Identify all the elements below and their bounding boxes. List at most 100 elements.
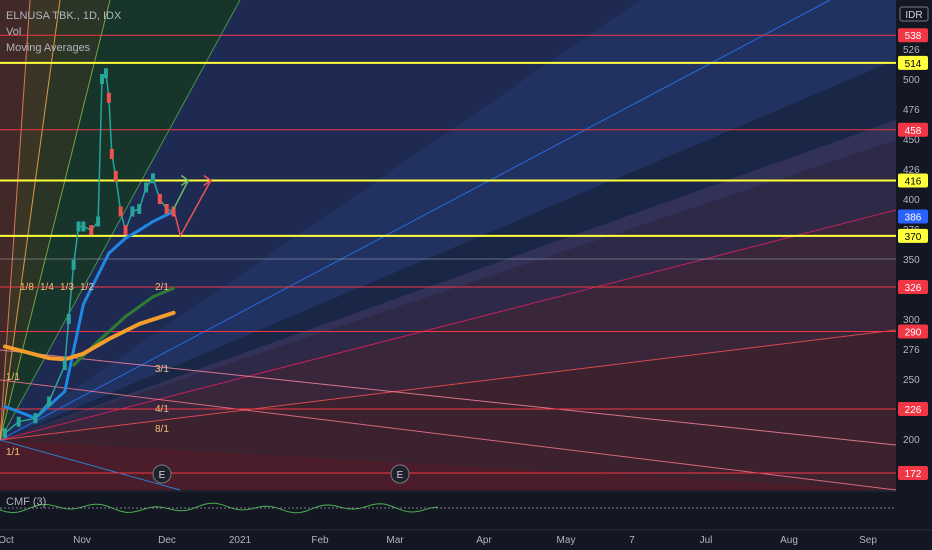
earnings-event-marker-0: E xyxy=(152,464,172,484)
candle xyxy=(123,225,128,236)
candle xyxy=(3,428,7,439)
badge-box xyxy=(898,209,928,224)
price-tick-400: 400 xyxy=(903,195,920,206)
candle xyxy=(144,182,149,193)
ma-line-long xyxy=(3,310,176,362)
date-tick-6: Apr xyxy=(476,535,492,546)
badge-value: 538 xyxy=(905,31,922,42)
date-tick-3: 2021 xyxy=(229,535,252,546)
candle xyxy=(100,74,105,84)
chart-legend: ELNUSA TBK., 1D, IDX Vol Moving Averages xyxy=(6,8,121,56)
candle xyxy=(109,149,114,159)
symbol-title[interactable]: ELNUSA TBK., 1D, IDX xyxy=(6,10,122,22)
gann-fan-line-9 xyxy=(0,439,181,491)
cmf-indicator-label[interactable]: CMF (3) xyxy=(6,496,47,508)
badge-value: 290 xyxy=(905,328,922,339)
cmf-pane xyxy=(0,491,896,529)
price-badge-538: 538 xyxy=(898,28,928,43)
price-badge-172: 172 xyxy=(898,466,928,480)
price-tick-250: 250 xyxy=(903,375,920,386)
projection-arrowhead-1 xyxy=(203,174,213,187)
candle xyxy=(164,204,169,214)
fan-label-6: 4/1 xyxy=(155,404,169,415)
badge-box xyxy=(898,466,928,480)
candle xyxy=(76,221,81,232)
badge-value: 458 xyxy=(905,126,922,137)
fan-label-2: 1/3 xyxy=(60,282,74,293)
candle xyxy=(137,204,142,214)
candle xyxy=(81,221,86,232)
candle xyxy=(16,416,21,427)
candle xyxy=(33,413,38,424)
price-badge-290: 290 xyxy=(898,324,928,339)
price-tick-526: 526 xyxy=(903,45,920,56)
fan-label-5: 3/1 xyxy=(155,364,169,375)
event-letter: E xyxy=(397,470,404,481)
fan-label-9: 1/1 xyxy=(6,372,20,383)
candle xyxy=(47,396,52,407)
event-letter: E xyxy=(159,470,166,481)
time-axis xyxy=(0,530,932,550)
badge-box xyxy=(898,280,928,294)
projection-path-1 xyxy=(172,180,212,238)
candle xyxy=(89,225,94,236)
gann-fan-line-8 xyxy=(0,349,897,446)
candle xyxy=(103,68,108,79)
currency-box xyxy=(899,6,929,22)
candle xyxy=(130,206,135,217)
fan-label-3: 1/2 xyxy=(80,282,94,293)
badge-box xyxy=(898,173,928,188)
currency-badge: IDR xyxy=(899,6,929,22)
projection-path-0 xyxy=(172,180,189,210)
fan-label-4: 2/1 xyxy=(155,282,169,293)
price-tick-426: 426 xyxy=(903,165,920,176)
candle xyxy=(96,216,101,227)
candle xyxy=(71,259,76,270)
earnings-event-marker-1: E xyxy=(390,464,410,484)
price-badge-386: 386 xyxy=(898,209,928,224)
volume-indicator-label[interactable]: Vol xyxy=(6,26,22,38)
price-tick-276: 276 xyxy=(903,345,920,356)
gann-fan-line-4 xyxy=(0,0,111,441)
badge-box xyxy=(898,228,928,243)
badge-value: 514 xyxy=(905,59,922,70)
gann-fan-zone-1 xyxy=(0,0,896,440)
cmf-line xyxy=(0,502,439,514)
price-tick-500: 500 xyxy=(903,75,920,86)
badge-value: 226 xyxy=(905,405,922,416)
candle xyxy=(150,173,155,184)
date-tick-9: Jul xyxy=(700,535,713,546)
currency-text: IDR xyxy=(905,10,922,21)
price-tick-200: 200 xyxy=(903,435,920,446)
candle xyxy=(62,360,67,371)
badge-value: 326 xyxy=(905,283,922,294)
gann-fan-zone-0 xyxy=(0,0,896,440)
event-circle xyxy=(152,464,172,484)
gann-fan-line-3 xyxy=(0,0,241,441)
price-tick-476: 476 xyxy=(903,105,920,116)
badge-value: 416 xyxy=(905,177,922,188)
price-badge-416: 416 xyxy=(898,173,928,188)
candle xyxy=(118,206,123,217)
date-tick-4: Feb xyxy=(311,535,329,546)
gann-fan-line-2 xyxy=(0,329,897,441)
badge-box xyxy=(898,324,928,339)
gann-fan-line-7 xyxy=(0,379,897,491)
gann-fan-line-5 xyxy=(0,0,61,441)
price-badge-226: 226 xyxy=(898,402,928,416)
candle xyxy=(157,194,162,204)
date-tick-5: Mar xyxy=(386,535,404,546)
date-tick-11: Sep xyxy=(859,535,877,546)
moving-averages-label[interactable]: Moving Averages xyxy=(6,42,91,54)
fan-label-1: 1/4 xyxy=(40,282,54,293)
badge-value: 370 xyxy=(905,232,922,243)
date-tick-2: Dec xyxy=(158,535,176,546)
date-tick-10: Aug xyxy=(780,535,798,546)
badge-box xyxy=(898,28,928,43)
date-tick-7: May xyxy=(557,535,576,546)
badge-box xyxy=(898,122,928,137)
price-tick-300: 300 xyxy=(903,315,920,326)
gann-fan-zone-2 xyxy=(0,120,896,440)
price-badge-514: 514 xyxy=(898,55,928,70)
